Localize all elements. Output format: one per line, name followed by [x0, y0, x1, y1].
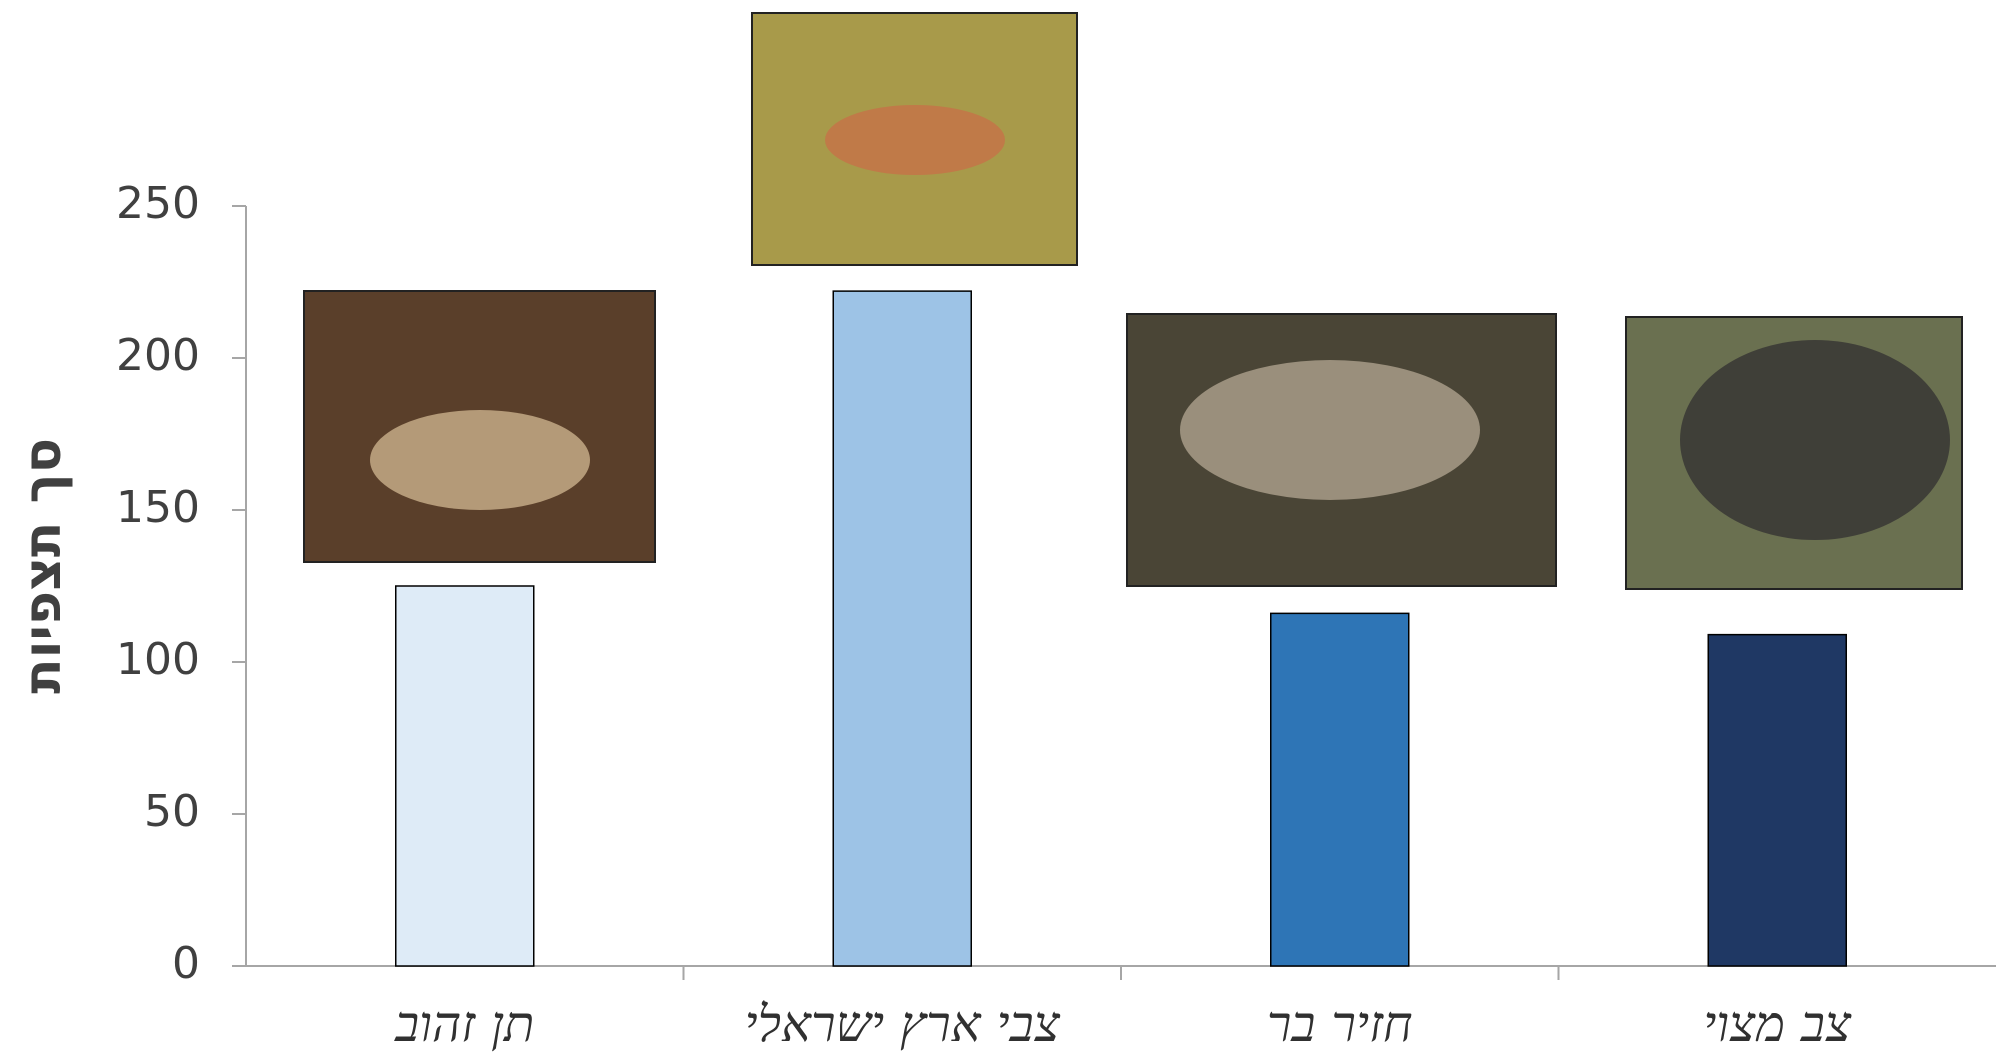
y-tick-label: 100 — [116, 634, 200, 685]
boar-shape — [1180, 360, 1480, 500]
x-tick-label: צבי ארץ ישראלי — [745, 995, 1061, 1053]
y-axis-label: סך תצפיות — [13, 438, 73, 694]
bar — [1270, 612, 1410, 967]
y-tick-label: 250 — [116, 178, 200, 229]
gazelle-shape — [825, 105, 1005, 175]
photos — [303, 12, 1963, 590]
y-tick-label: 50 — [144, 786, 200, 837]
fox-shape — [370, 410, 590, 510]
bar — [395, 585, 535, 967]
x-tick-label: צב מצוי — [1703, 995, 1852, 1053]
y-tick-label: 0 — [172, 938, 200, 989]
x-tick-label: חזיר בר — [1267, 995, 1413, 1053]
y-tick-label: 150 — [116, 482, 200, 533]
bar — [1707, 633, 1847, 967]
y-tick-label: 200 — [116, 330, 200, 381]
x-tick-label: תן זהוב — [393, 995, 534, 1053]
tortoise-shape — [1680, 340, 1950, 540]
bar — [832, 290, 972, 967]
